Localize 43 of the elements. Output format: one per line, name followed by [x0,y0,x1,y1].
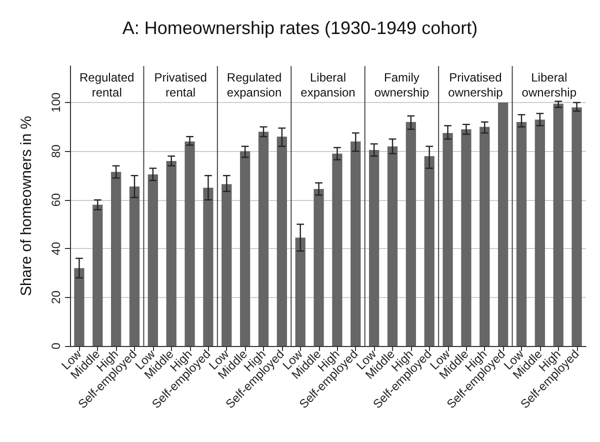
annotation: Privatised ownership [448,70,504,100]
bar [516,122,527,346]
annotation: Liberal ownership [522,70,577,100]
annotation: Regulated rental [80,70,134,100]
bar [442,132,453,346]
bar [74,268,84,346]
bar [461,129,472,346]
bar [258,132,269,346]
bar [92,204,103,346]
annotation: Liberal expansion [300,70,356,100]
bar [111,172,122,346]
annotation: Family ownership [374,70,430,100]
bar [572,107,582,346]
bar [534,120,545,346]
y-tick-label: 100 [49,92,63,113]
y-tick-label: 0 [49,342,63,350]
y-tick-label: 20 [49,290,63,304]
bar [498,102,508,346]
bar [276,136,287,346]
chart-title: A: Homeownership rates (1930-1949 cohort) [122,18,478,38]
bar [332,154,342,346]
bar [553,104,564,346]
bar [369,150,380,346]
bar [184,141,195,346]
annotation: Regulated expansion [226,70,282,100]
bar [424,156,434,346]
bar [129,186,140,346]
bar [148,174,158,346]
bar [480,126,490,346]
bar [314,188,324,346]
bar [406,122,416,346]
y-tick-label: 80 [49,144,63,158]
bar [240,151,250,346]
bar [387,146,398,346]
y-tick-label: 40 [49,242,63,256]
bar [350,141,361,346]
y-axis-title: Share of homeowners in % [18,116,35,296]
bar [166,160,176,346]
bar [295,238,306,346]
y-tick-label: 60 [49,192,63,207]
annotation: Privatised rental [154,70,207,100]
bar [222,184,232,346]
bar [203,188,214,346]
